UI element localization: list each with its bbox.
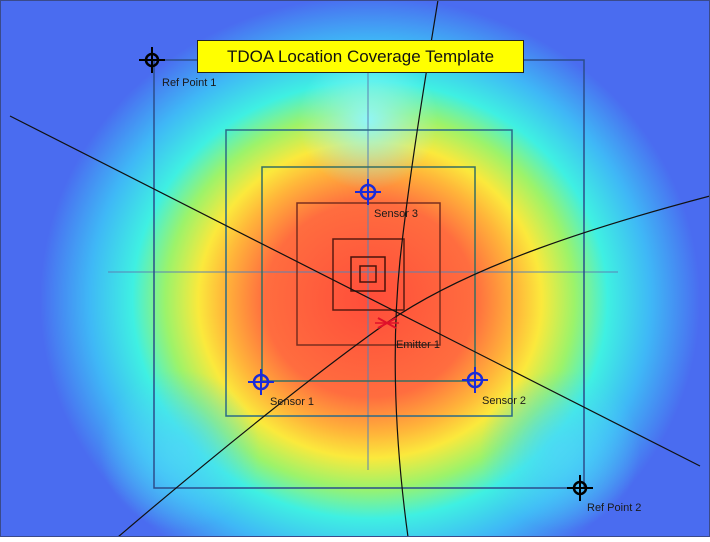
coverage-box-6 [350,256,386,292]
sensor-1-label: Sensor 1 [270,396,314,408]
emitter-1-label: Emitter 1 [396,339,440,351]
ref-point-2-label: Ref Point 2 [587,502,641,514]
ref-point-1-label: Ref Point 1 [162,77,216,89]
coverage-box-2 [225,129,513,417]
sensor-2-label: Sensor 2 [482,395,526,407]
ref-point-1-marker [139,47,165,73]
sensor-1-marker [248,369,274,395]
coverage-box-7 [359,265,377,283]
sensor-2-marker [462,367,488,393]
map-title: TDOA Location Coverage Template [197,40,524,73]
sensor-3-marker [355,179,381,205]
coverage-box-5 [332,238,405,311]
sensor-3-label: Sensor 3 [374,208,418,220]
tdoa-line-sensor1-sensor2 [9,115,701,467]
ref-point-2-marker [567,475,593,501]
tdoa-hyperbola-vertical [394,0,439,538]
emitter-1-marker [375,317,399,329]
